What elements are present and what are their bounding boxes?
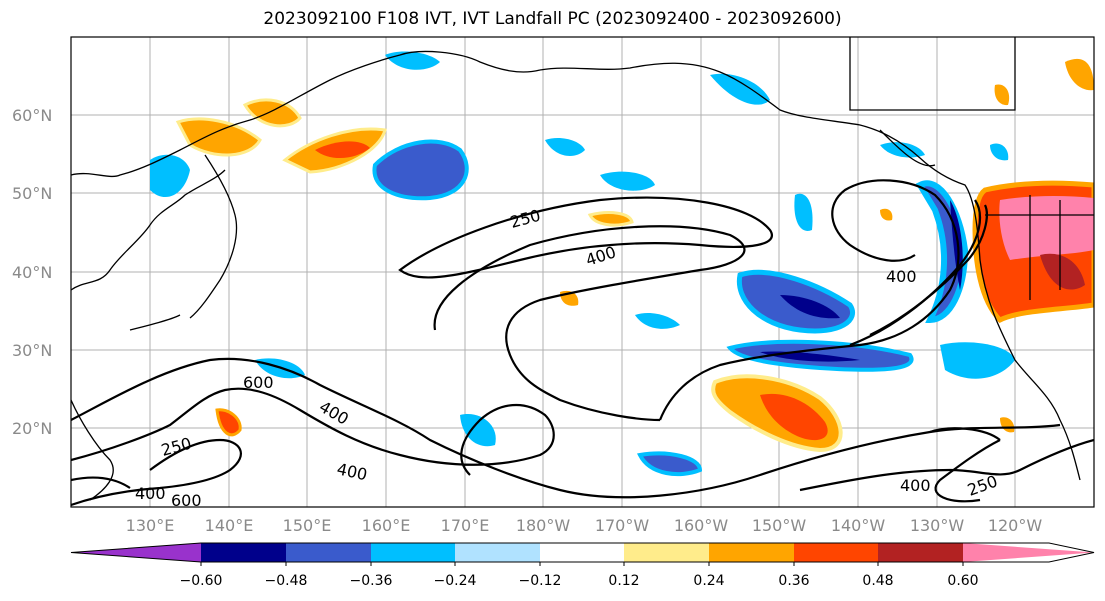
lon-tick-label: 140°W: [831, 516, 886, 535]
lon-tick-label: 130°E: [126, 516, 175, 535]
colorbar-labels: −0.60 −0.48 −0.36 −0.24 −0.12 0.12 0.24 …: [180, 573, 979, 589]
colorbar-segment: [540, 543, 624, 562]
colorbar-tick-label: 0.12: [608, 573, 639, 589]
negative-pc-shading: [150, 51, 1015, 477]
latitude-labels: 60°N 50°N 40°N 30°N 20°N: [12, 106, 52, 438]
lon-tick-label: 180°W: [516, 516, 571, 535]
positive-pc-shading: [175, 58, 1094, 453]
ivt-contours: [71, 179, 1094, 507]
lat-tick-label: 20°N: [12, 419, 52, 438]
colorbar-segment: [371, 543, 455, 562]
colorbar: [70, 542, 1095, 566]
colorbar-tick-label: 0.36: [778, 573, 809, 589]
colorbar-segment: [286, 543, 371, 562]
contour-labels: 250 400 400 600 400 250 400 600 400 400 …: [135, 206, 1000, 510]
colorbar-segment: [709, 543, 794, 562]
lon-tick-label: 170°E: [441, 516, 490, 535]
colorbar-tick-label: −0.60: [180, 573, 223, 589]
lat-tick-label: 50°N: [12, 184, 52, 203]
contour-label: 600: [171, 491, 202, 510]
colorbar-tick-label: −0.24: [434, 573, 477, 589]
lon-tick-label: 170°W: [595, 516, 650, 535]
lon-tick-label: 120°W: [988, 516, 1043, 535]
colorbar-tick-label: 0.48: [862, 573, 893, 589]
lon-tick-label: 150°E: [283, 516, 332, 535]
colorbar-segment: [455, 543, 540, 562]
lon-tick-label: 140°E: [205, 516, 254, 535]
colorbar-tick-label: 0.60: [947, 573, 978, 589]
colorbar-segment: [794, 543, 878, 562]
lon-tick-label: 130°W: [910, 516, 965, 535]
colorbar-segment: [963, 543, 1094, 562]
coastlines: [71, 37, 1094, 501]
contour-label: 400: [135, 484, 166, 503]
map-title: 2023092100 F108 IVT, IVT Landfall PC (20…: [263, 9, 842, 29]
colorbar-segment: [878, 543, 963, 562]
lon-tick-label: 160°E: [362, 516, 411, 535]
colorbar-segment: [624, 543, 709, 562]
colorbar-tick-label: 0.24: [693, 573, 724, 589]
contour-label: 400: [886, 267, 917, 286]
colorbar-segment: [201, 543, 286, 562]
colorbar-tick-label: −0.36: [350, 573, 393, 589]
contour-label: 600: [243, 373, 274, 392]
colorbar-tick-label: −0.48: [265, 573, 308, 589]
colorbar-segment: [71, 543, 201, 562]
contour-label: 400: [900, 476, 931, 495]
colorbar-tick-label: −0.12: [519, 573, 562, 589]
lon-tick-label: 150°W: [752, 516, 807, 535]
map-frame: [70, 36, 1095, 508]
lat-tick-label: 40°N: [12, 263, 52, 282]
lat-tick-label: 30°N: [12, 341, 52, 360]
longitude-labels: 130°E 140°E 150°E 160°E 170°E 180°W 170°…: [126, 516, 1043, 535]
lon-tick-label: 160°W: [674, 516, 729, 535]
lat-tick-label: 60°N: [12, 106, 52, 125]
